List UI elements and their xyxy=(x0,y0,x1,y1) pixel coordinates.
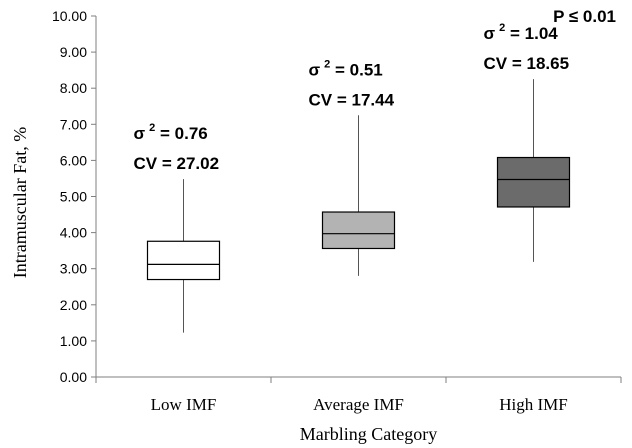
x-tick-label: Average IMF xyxy=(313,395,404,414)
sigma-symbol: σ xyxy=(134,124,146,143)
cv-label: CV = 18.65 xyxy=(484,54,570,73)
variance-value: = 0.76 xyxy=(155,124,207,143)
variance-value: = 1.04 xyxy=(505,24,558,43)
sigma-squared: 2 xyxy=(499,22,505,34)
y-tick-label: 3.00 xyxy=(60,261,87,277)
sigma-squared: 2 xyxy=(324,58,330,70)
y-tick-label: 1.00 xyxy=(60,333,87,349)
y-axis-ticks: 0.00 1.00 2.00 3.00 4.00 5.00 6.00 7.00 8.00 9.00… xyxy=(52,8,96,385)
x-axis-title: Marbling Category xyxy=(300,424,437,444)
sigma-symbol: σ xyxy=(309,60,321,79)
y-tick-label: 7.00 xyxy=(60,116,87,132)
y-tick-label: 10.00 xyxy=(52,8,87,24)
y-axis-title: Intramuscular Fat, % xyxy=(10,127,30,278)
variance-value: = 0.51 xyxy=(330,60,382,79)
iqr-box xyxy=(496,156,571,208)
sigma-symbol: σ xyxy=(484,24,496,43)
p-value-annotation: P ≤ 0.01 xyxy=(553,7,616,26)
sigma-squared: 2 xyxy=(149,122,155,134)
y-tick-label: 8.00 xyxy=(60,80,87,96)
x-axis-category-labels: Low IMF Average IMF High IMF xyxy=(151,395,568,414)
x-tick-label: Low IMF xyxy=(151,395,217,414)
y-tick-label: 0.00 xyxy=(60,369,87,385)
y-tick-label: 9.00 xyxy=(60,44,87,60)
y-tick-label: 2.00 xyxy=(60,297,87,313)
cv-label: CV = 27.02 xyxy=(134,154,220,173)
iqr-box xyxy=(146,240,221,281)
cv-label: CV = 17.44 xyxy=(309,90,395,109)
y-tick-label: 6.00 xyxy=(60,152,87,168)
x-tick-label: High IMF xyxy=(499,395,567,414)
y-tick-label: 5.00 xyxy=(60,189,87,205)
y-tick-label: 4.00 xyxy=(60,225,87,241)
iqr-box xyxy=(321,211,396,250)
